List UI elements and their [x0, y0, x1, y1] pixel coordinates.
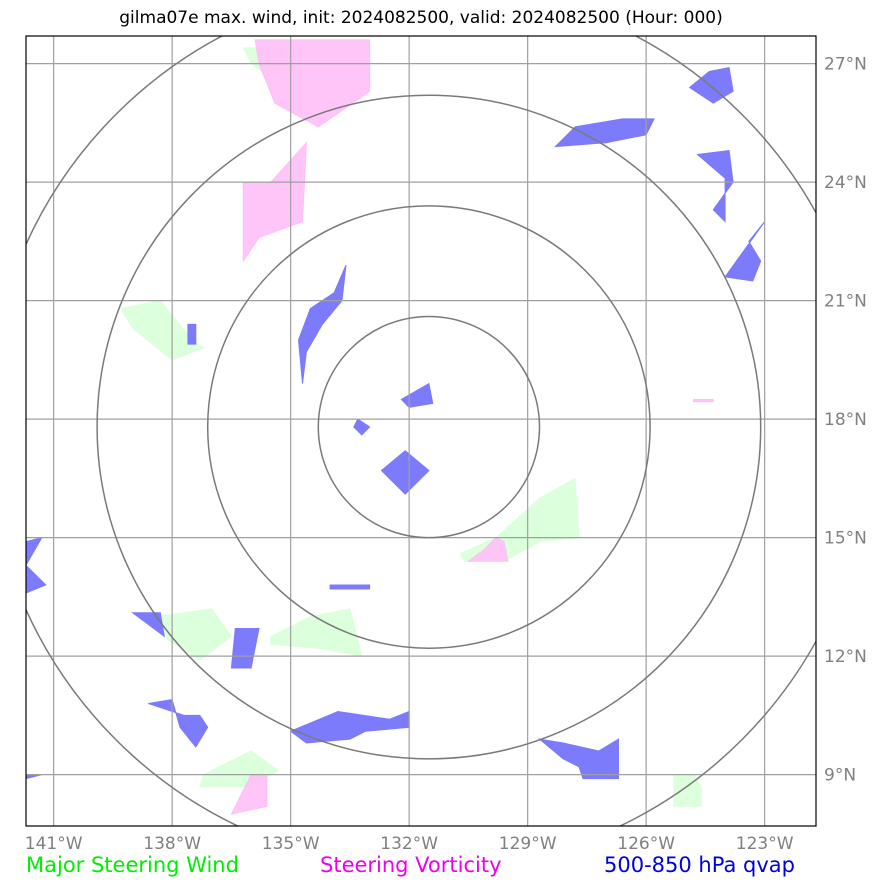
vorticity-layer	[230, 39, 714, 815]
vorticity-region-4	[693, 398, 714, 403]
qvap-region-12	[696, 149, 734, 223]
vorticity-region-3	[466, 537, 509, 562]
qvap-region-5	[148, 699, 209, 748]
qvap-region-11	[688, 67, 734, 104]
lat-tick-label: 18°N	[824, 410, 867, 430]
legend-qvap: 500-850 hPa qvap	[604, 853, 795, 877]
qvap-region-7	[26, 536, 47, 594]
lat-tick-label: 21°N	[824, 292, 867, 312]
qvap-region-0	[380, 450, 430, 495]
map-frame	[25, 35, 817, 827]
lon-tick-label: 135°W	[262, 834, 320, 854]
range-ring-2	[206, 205, 651, 649]
lon-tick-label: 132°W	[380, 834, 438, 854]
qvap-region-9	[537, 738, 619, 780]
lat-tick-label: 24°N	[824, 173, 867, 193]
lon-tick-label: 141°W	[25, 834, 83, 854]
legend-steering-vorticity: Steering Vorticity	[320, 853, 502, 877]
qvap-layer	[26, 67, 766, 780]
vorticity-region-0	[254, 39, 371, 128]
legend-steering-wind: Major Steering Wind	[26, 853, 239, 877]
steering-wind-region-4	[155, 608, 233, 661]
steering-wind-layer	[120, 47, 702, 807]
lat-tick-label: 9°N	[824, 766, 856, 786]
vorticity-region-1	[242, 141, 307, 263]
qvap-region-16	[230, 628, 260, 669]
steering-wind-region-5	[673, 774, 702, 807]
range-ring-1	[317, 315, 541, 539]
range-ring-4	[26, 36, 816, 826]
qvap-region-10	[553, 118, 655, 148]
qvap-region-13	[724, 221, 766, 282]
qvap-region-1	[400, 382, 434, 408]
qvap-region-15	[329, 584, 371, 590]
qvap-region-6	[131, 612, 166, 638]
axis-tick-labels: 141°W 138°W 135°W 132°W 129°W 126°W 123°W 9°N 12…	[25, 55, 867, 854]
range-rings	[26, 36, 816, 826]
lon-tick-label: 129°W	[499, 834, 557, 854]
qvap-region-3	[297, 264, 347, 384]
lon-tick-label: 138°W	[143, 834, 201, 854]
lon-tick-label: 123°W	[736, 834, 794, 854]
map-title: gilma07e max. wind, init: 2024082500, va…	[119, 8, 723, 28]
lat-tick-label: 27°N	[824, 55, 867, 75]
qvap-region-14	[187, 323, 197, 345]
lat-tick-label: 12°N	[824, 647, 867, 667]
qvap-region-4	[289, 710, 410, 744]
lat-tick-label: 15°N	[824, 529, 867, 549]
range-ring-3	[96, 94, 762, 760]
qvap-region-2	[353, 418, 371, 436]
lon-tick-label: 126°W	[617, 834, 675, 854]
